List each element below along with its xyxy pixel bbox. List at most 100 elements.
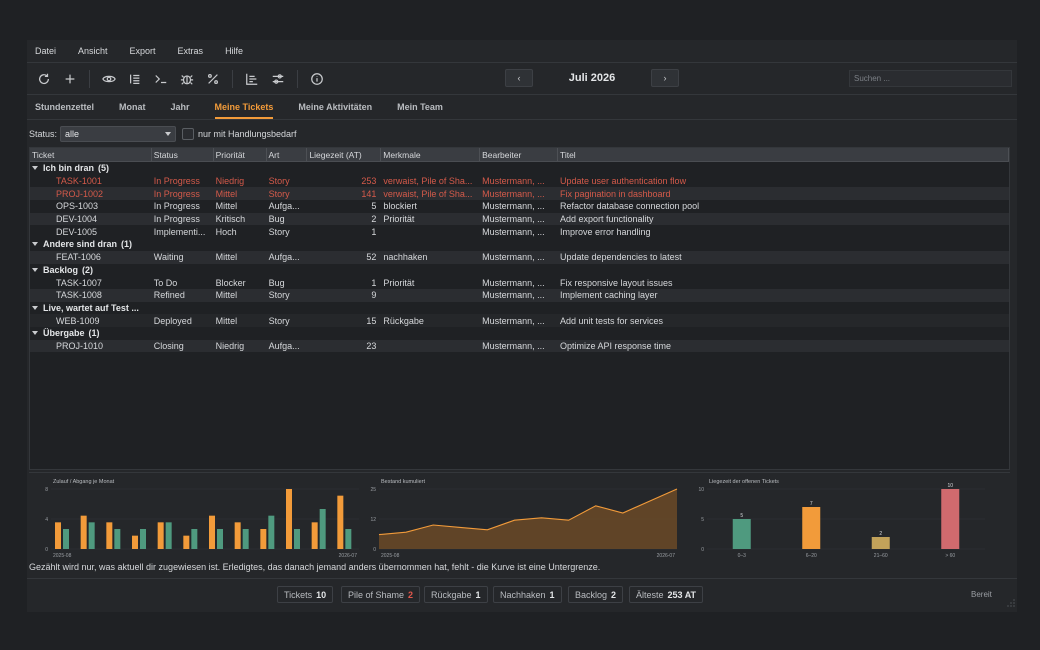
column-header-bearbeiter[interactable]: Bearbeiter: [480, 148, 558, 161]
group-header[interactable]: Ich bin dran (5): [30, 162, 1009, 175]
cell-title: Update user authentication flow: [559, 176, 687, 187]
tab-meine-aktivitaeten[interactable]: Meine Aktivitäten: [298, 102, 373, 112]
cell-priority: Mittel: [215, 315, 238, 326]
gantt-button[interactable]: [241, 68, 263, 90]
collapse-triangle-icon[interactable]: [32, 242, 38, 247]
month-label: Juli 2026: [568, 72, 616, 84]
cell-assignee: Mustermann, ...: [482, 188, 545, 199]
inflow-outflow-chart: Zulauf / Abgang je Monat 8 4 0 2025-08 2026-0…: [45, 479, 359, 559]
menu-ansicht[interactable]: Ansicht: [78, 46, 108, 56]
tab-stundenzettel[interactable]: Stundenzettel: [35, 102, 95, 112]
status-select[interactable]: alle: [60, 126, 176, 142]
column-header-status[interactable]: Status: [152, 148, 214, 161]
next-month-button[interactable]: ›: [651, 69, 679, 87]
bar: [157, 522, 164, 549]
refresh-button[interactable]: [33, 68, 55, 90]
prev-month-button[interactable]: ‹: [505, 69, 533, 87]
table-row[interactable]: DEV-1005 Implementi... Hoch Story 1 Musterman…: [30, 225, 1009, 238]
data-label: 10: [947, 483, 953, 489]
group-header[interactable]: Backlog (2): [30, 264, 1009, 277]
group-header[interactable]: Übergabe (1): [30, 327, 1009, 340]
group-title: Andere sind dran: [43, 239, 118, 250]
cell-age: 1: [371, 226, 377, 237]
bar: [319, 509, 326, 549]
table-row[interactable]: PROJ-1002 In Progress Mittel Story 141 verwai…: [30, 187, 1009, 201]
chart-note: Gezählt wird nur, was aktuell dir zugewi…: [29, 562, 601, 572]
table-row[interactable]: TASK-1007 To Do Blocker Bug 1 Priorität Muster…: [30, 276, 1009, 289]
column-header-liegezeit[interactable]: Liegezeit (AT): [307, 148, 382, 161]
tab-mein-team[interactable]: Mein Team: [397, 102, 443, 112]
cell-status: In Progress: [153, 188, 200, 199]
cell-title: Fix pagination in dashboard: [559, 188, 671, 199]
column-header-art[interactable]: Art: [267, 148, 308, 161]
collapse-triangle-icon[interactable]: [32, 166, 38, 171]
add-icon: [65, 74, 75, 84]
settings-button[interactable]: [267, 68, 289, 90]
menu-export[interactable]: Export: [129, 46, 156, 56]
list-button[interactable]: [124, 68, 146, 90]
cell-ticket: TASK-1007: [56, 277, 102, 288]
stat-label: Älteste: [636, 590, 664, 600]
table-row[interactable]: FEAT-1006 Waiting Mittel Aufga... 52 nachhake…: [30, 250, 1009, 264]
cell-type: Story: [268, 176, 290, 187]
app-window: Datei Ansicht Export Extras Hilfe: [27, 40, 1017, 612]
status-bar: Tickets 10 Pile of Shame 2 Rückgabe 1 Nachhake…: [27, 578, 1017, 612]
bar: [871, 537, 890, 549]
action-required-label[interactable]: nur mit Handlungsbedarf: [198, 129, 297, 139]
chart-title: Zulauf / Abgang je Monat: [53, 479, 115, 485]
column-header-merkmale[interactable]: Merkmale: [381, 148, 481, 161]
stat-pill[interactable]: Pile of Shame 2: [341, 586, 421, 603]
column-header-titel[interactable]: Titel: [558, 148, 1009, 161]
table-row[interactable]: TASK-1008 Refined Mittel Story 9 Mustermann, …: [30, 288, 1009, 302]
view-button[interactable]: [98, 68, 120, 90]
stat-pill[interactable]: Backlog 2: [568, 586, 624, 603]
table-row[interactable]: DEV-1004 In Progress Kritisch Bug 2 Priorität…: [30, 212, 1009, 226]
menu-extras[interactable]: Extras: [177, 46, 204, 56]
cell-age: 9: [371, 290, 377, 301]
group-count: (5): [98, 163, 110, 174]
collapse-triangle-icon[interactable]: [32, 267, 38, 272]
add-button[interactable]: [59, 68, 81, 90]
collapse-triangle-icon[interactable]: [32, 331, 38, 336]
eye-icon: [102, 75, 116, 83]
collapse-triangle-icon[interactable]: [32, 305, 38, 310]
tab-meine-tickets[interactable]: Meine Tickets: [214, 96, 274, 119]
filter-bar: Status: alle nur mit Handlungsbedarf: [27, 125, 1017, 143]
column-header-ticket[interactable]: Ticket: [30, 148, 152, 161]
status-text: Bereit: [971, 590, 992, 599]
terminal-button[interactable]: [150, 68, 172, 90]
bug-button[interactable]: [176, 68, 198, 90]
column-header-prioritaet[interactable]: Priorität: [214, 148, 267, 161]
stat-pill[interactable]: Älteste 253 AT: [629, 586, 704, 603]
stat-pill[interactable]: Tickets 10: [277, 586, 334, 603]
group-count: (1): [88, 328, 100, 339]
cell-status: In Progress: [153, 201, 200, 212]
bar: [165, 522, 172, 549]
table-row[interactable]: PROJ-1010 Closing Niedrig Aufga... 23 Musterm…: [30, 339, 1009, 353]
group-header[interactable]: Live, wartet auf Test ...: [30, 302, 1009, 315]
percent-icon: [208, 74, 218, 84]
table-row[interactable]: OPS-1003 In Progress Mittel Aufga... 5 blocki…: [30, 200, 1009, 213]
action-required-checkbox[interactable]: [182, 128, 194, 140]
chart-title: Liegezeit der offenen Tickets: [709, 479, 779, 485]
table-row[interactable]: WEB-1009 Deployed Mittel Story 15 Rückgabe Mus…: [30, 314, 1009, 327]
table-row[interactable]: TASK-1001 In Progress Niedrig Story 253 verwa…: [30, 175, 1009, 188]
info-button[interactable]: [306, 68, 328, 90]
cell-status: In Progress: [153, 214, 200, 225]
tab-monat[interactable]: Monat: [119, 102, 146, 112]
bar: [183, 535, 190, 549]
stat-pill[interactable]: Nachhaken 1: [493, 586, 562, 603]
menu-hilfe[interactable]: Hilfe: [225, 46, 244, 56]
search-input[interactable]: Suchen ...: [849, 70, 1012, 87]
group-header[interactable]: Andere sind dran (1): [30, 238, 1009, 251]
bar: [191, 529, 198, 549]
menu-datei[interactable]: Datei: [35, 46, 57, 56]
group-title: Backlog: [43, 264, 79, 275]
percent-button[interactable]: [202, 68, 224, 90]
tab-jahr[interactable]: Jahr: [170, 102, 190, 112]
cell-status: Deployed: [153, 315, 192, 326]
toolbar: ‹ Juli 2026 › Suchen ...: [27, 64, 1017, 95]
cell-status: Implementi...: [153, 226, 206, 237]
resize-grip-icon[interactable]: [1007, 599, 1015, 607]
stat-pill[interactable]: Rückgabe 1: [424, 586, 488, 603]
